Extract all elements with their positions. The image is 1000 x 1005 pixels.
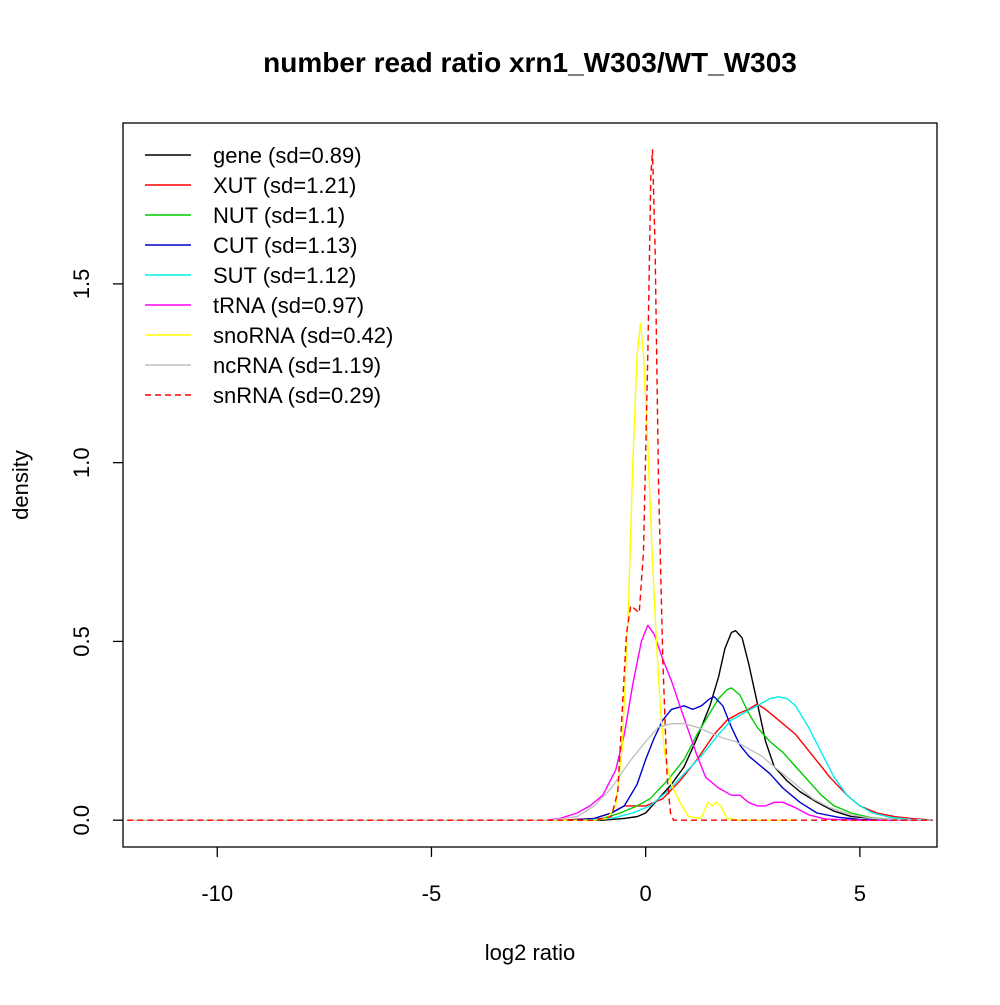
y-tick-label: 1.5: [69, 269, 94, 300]
chart-title: number read ratio xrn1_W303/WT_W303: [263, 47, 797, 78]
series-line-snorna: [127, 322, 796, 821]
legend-label-cut: CUT (sd=1.13): [213, 233, 357, 258]
series-line-trna: [127, 624, 933, 821]
y-tick-label: 0.0: [69, 805, 94, 836]
legend-label-xut: XUT (sd=1.21): [213, 173, 356, 198]
x-tick-label: 0: [640, 881, 652, 906]
series-line-cut: [127, 696, 933, 821]
x-axis-label: log2 ratio: [485, 940, 576, 965]
legend-label-snrna: snRNA (sd=0.29): [213, 383, 381, 408]
series-line-snrna: [127, 149, 933, 821]
y-tick-label: 0.5: [69, 626, 94, 657]
legend-label-nut: NUT (sd=1.1): [213, 203, 345, 228]
x-tick-label: -5: [422, 881, 442, 906]
y-axis: 0.0 0.5 1.0 1.5: [69, 269, 123, 836]
legend-label-snorna: snoRNA (sd=0.42): [213, 323, 393, 348]
y-tick-label: 1.0: [69, 447, 94, 478]
series-line-ncrna: [127, 723, 933, 821]
series-line-gene: [127, 630, 933, 821]
x-axis: -10 -5 0 5: [201, 847, 866, 906]
legend: gene (sd=0.89) XUT (sd=1.21) NUT (sd=1.1) C…: [145, 143, 393, 408]
y-axis-label: density: [8, 450, 33, 520]
plot-frame: [122, 122, 938, 848]
legend-label-trna: tRNA (sd=0.97): [213, 293, 364, 318]
x-tick-label: 5: [854, 881, 866, 906]
legend-label-gene: gene (sd=0.89): [213, 143, 362, 168]
x-tick-label: -10: [201, 881, 233, 906]
legend-label-ncrna: ncRNA (sd=1.19): [213, 353, 381, 378]
series-line-xut: [127, 703, 933, 821]
legend-label-sut: SUT (sd=1.12): [213, 263, 356, 288]
series-line-sut: [127, 696, 933, 821]
series-line-nut: [127, 687, 933, 821]
